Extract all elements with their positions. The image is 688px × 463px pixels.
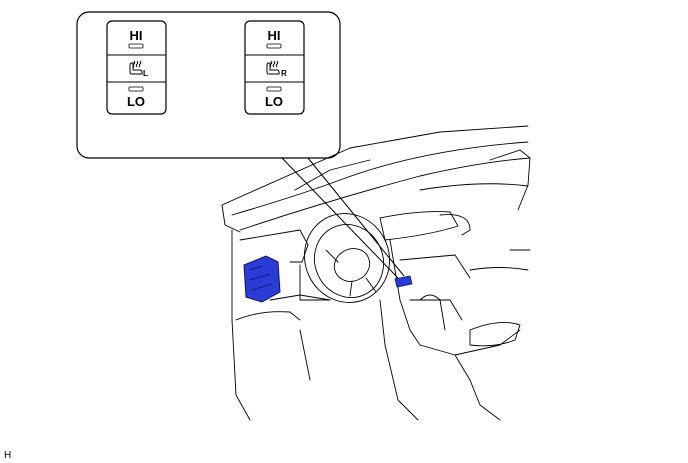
figure-code: H <box>4 450 12 461</box>
leader-lines <box>281 157 405 279</box>
left-side-letter: L <box>143 69 148 78</box>
highlighted-ecu <box>243 255 281 303</box>
right-lo-label: LO <box>265 94 283 109</box>
left-seat-heater-switch: HI L LO <box>106 20 167 115</box>
right-side-letter: R <box>281 69 287 78</box>
seat-heater-icon <box>266 60 280 75</box>
right-seat-heater-switch: HI R LO <box>244 20 305 115</box>
right-lo-indicator <box>266 86 282 92</box>
left-lo-indicator <box>128 86 144 92</box>
highlighted-seat-heater-switch <box>394 275 413 288</box>
left-hi-indicator <box>128 43 144 49</box>
right-hi-label: HI <box>268 28 281 43</box>
right-hi-indicator <box>266 43 282 49</box>
left-hi-label: HI <box>130 28 143 43</box>
seat-heater-icon <box>129 60 143 75</box>
dashboard-drawing <box>221 125 531 421</box>
left-lo-label: LO <box>127 94 145 109</box>
